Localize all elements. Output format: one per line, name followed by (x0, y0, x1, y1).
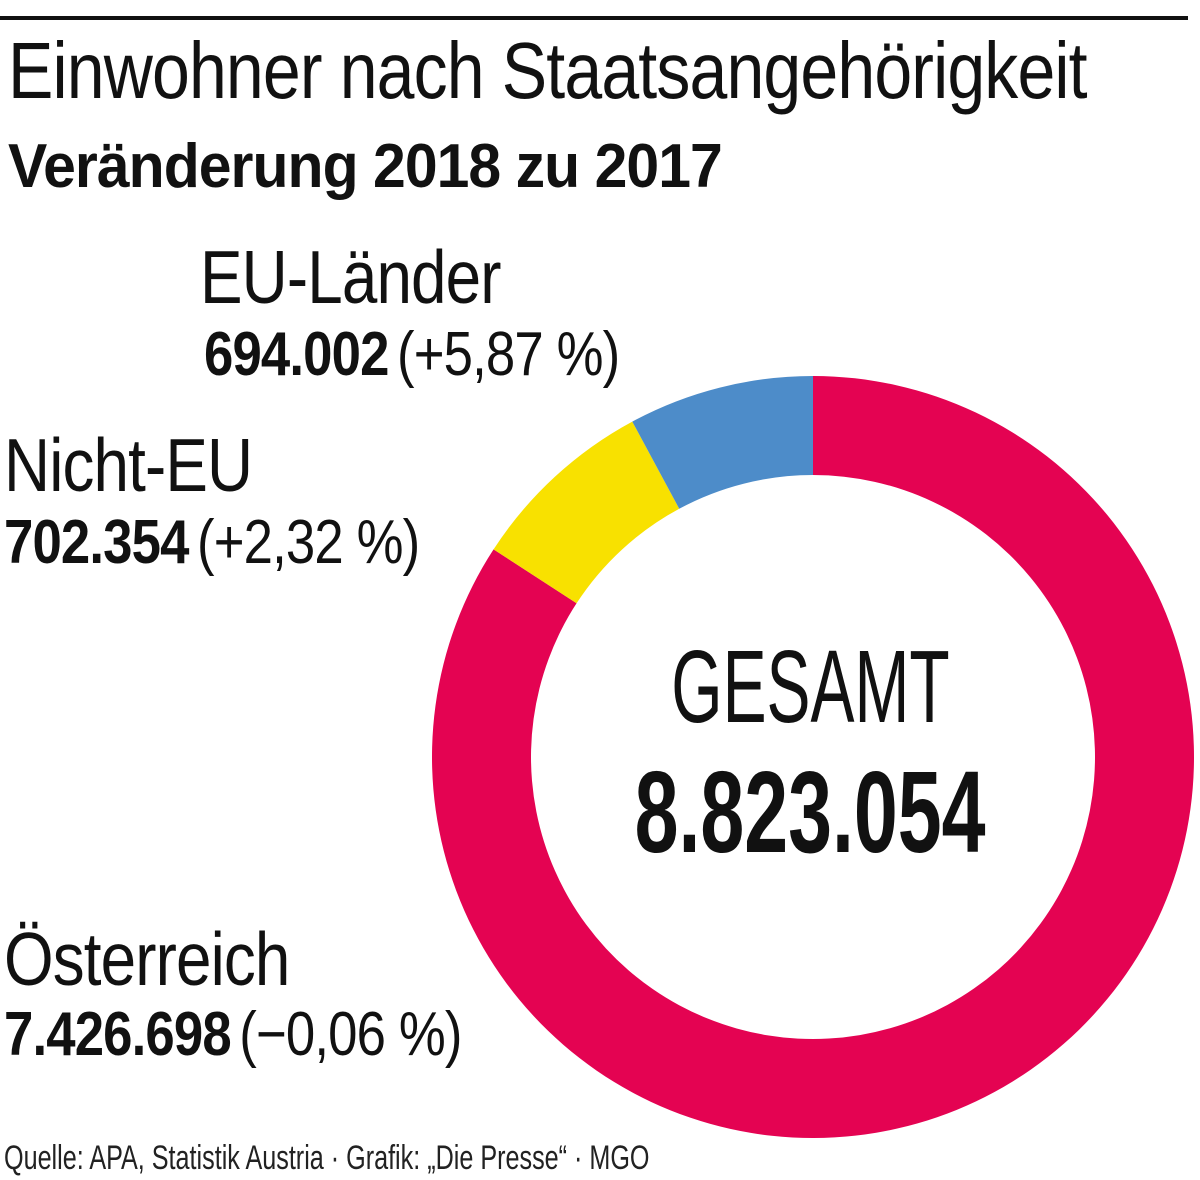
source-credit: Quelle: APA, Statistik Austria · Grafik:… (4, 1139, 650, 1177)
oesterreich-count: 7.426.698 (4, 1000, 232, 1069)
segment-label-eu-laender: EU-Länder (200, 235, 501, 319)
segment-label-nicht-eu: Nicht-EU (4, 423, 253, 507)
segment-value-eu-laender: 694.002 (+5,87 %) (204, 324, 693, 386)
segment-value-nicht-eu: 702.354 (+2,32 %) (4, 512, 493, 574)
nicht-eu-change: (+2,32 %) (197, 508, 420, 577)
oesterreich-change: (−0,06 %) (239, 1000, 462, 1069)
eu-laender-change: (+5,87 %) (397, 320, 620, 389)
donut-segment-eu-länder (632, 376, 813, 509)
chart-subtitle-text: Veränderung 2018 zu 2017 (8, 132, 723, 201)
chart-title-text: Einwohner nach Staatsangehörigkeit (8, 26, 1088, 115)
nicht-eu-count: 702.354 (4, 508, 189, 577)
segment-value-oesterreich: 7.426.698 (−0,06 %) (4, 1004, 542, 1066)
segment-label-oesterreich: Österreich (4, 917, 290, 1001)
chart-subtitle: Veränderung 2018 zu 2017 (8, 136, 759, 198)
chart-title: Einwohner nach Staatsangehörigkeit (8, 31, 1200, 111)
eu-laender-count: 694.002 (204, 320, 389, 389)
donut-segment-nicht-eu (493, 421, 680, 604)
top-rule (0, 16, 1188, 20)
